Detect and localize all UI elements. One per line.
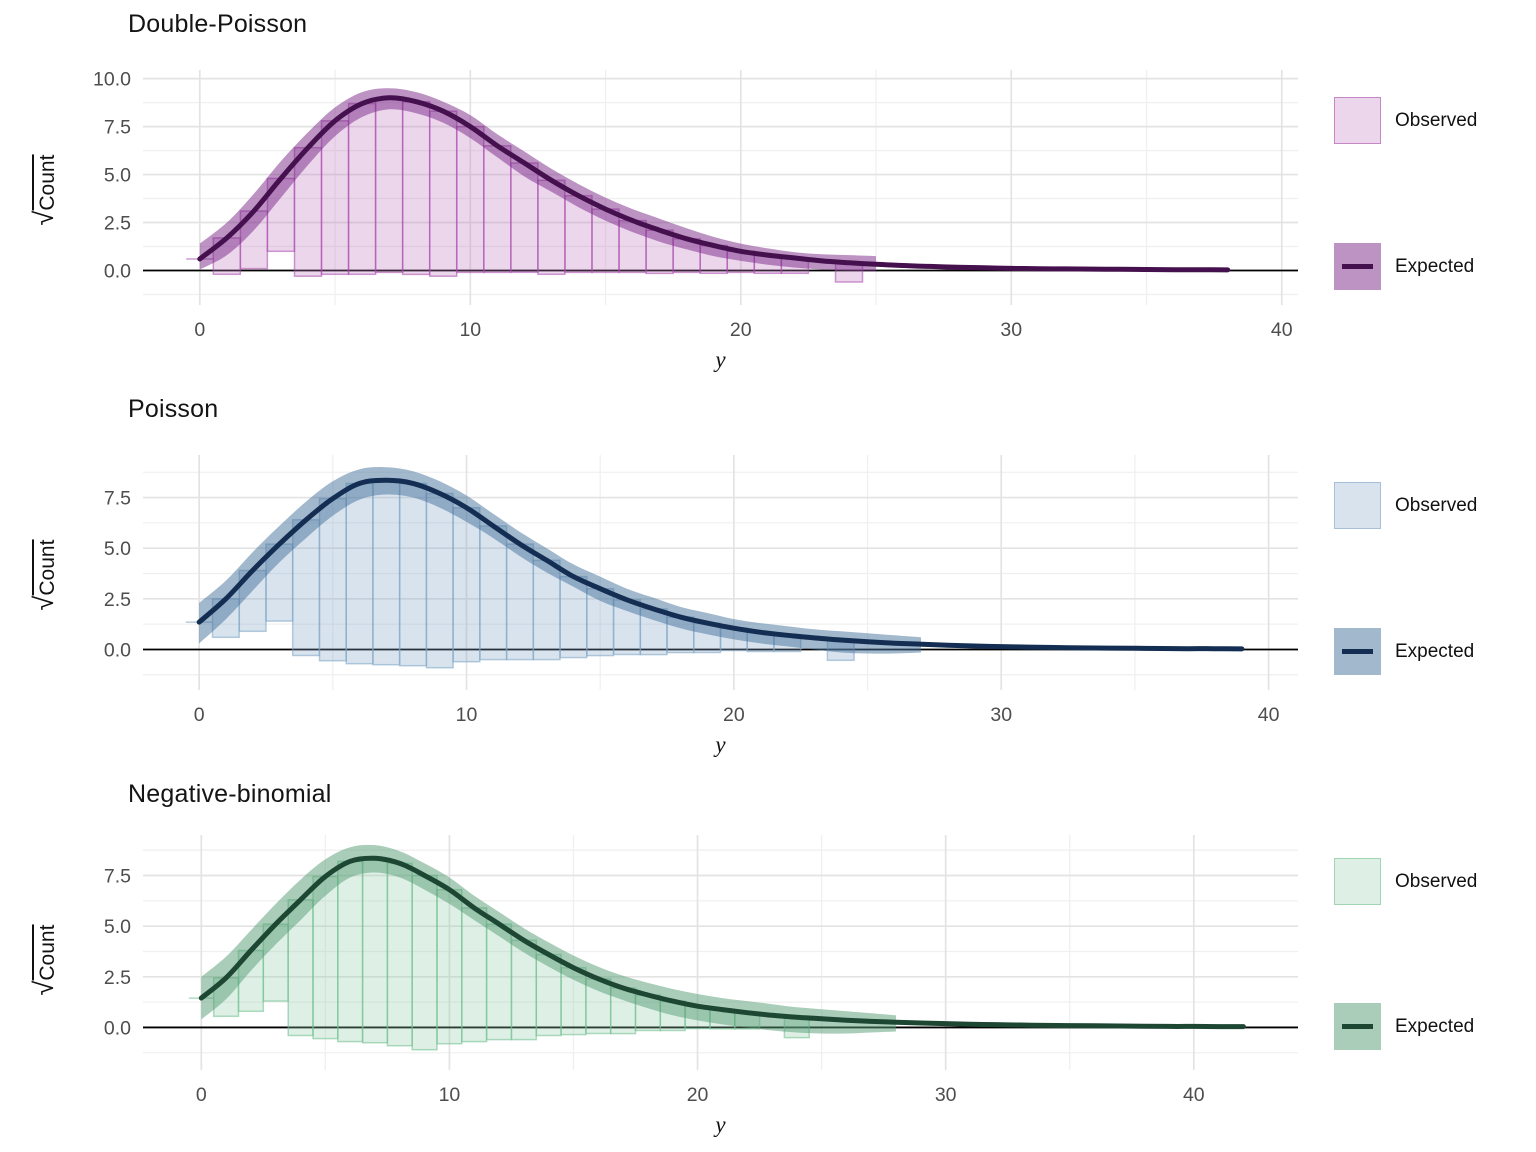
panel-double-poisson: Double-Poisson √ Count 0 10 20 30 40 0.0 2.5 5.0… <box>0 0 1536 385</box>
x-tick-label: 10 <box>456 704 478 726</box>
observed-bar <box>411 874 438 1051</box>
legend-expected-label: Expected <box>1395 640 1475 662</box>
observed-swatch <box>1334 482 1381 529</box>
y-axis-tick-labels: 0.0 2.5 5.0 7.5 <box>104 866 131 1040</box>
x-tick-label: 20 <box>687 1084 709 1106</box>
y-tick-label: 0.0 <box>104 260 131 282</box>
expected-line <box>198 855 1246 1030</box>
expected-ribbon <box>199 88 877 272</box>
y-tick-label: 7.5 <box>104 866 131 888</box>
y-axis-tick-labels: 0.0 2.5 5.0 7.5 <box>104 488 131 662</box>
expected-swatch <box>1334 1003 1381 1050</box>
observed-swatch <box>1334 97 1381 144</box>
panel-negative-binomial: Negative-binomial √ Count 0 10 20 30 40 0.0 2.5… <box>0 770 1536 1152</box>
y-tick-label: 2.5 <box>104 213 131 235</box>
observed-bar <box>452 506 481 663</box>
panel-title: Negative-binomial <box>128 780 332 808</box>
panel-title: Poisson <box>128 395 219 423</box>
legend-observed: Observed <box>1334 858 1477 905</box>
legend-expected-label: Expected <box>1395 255 1475 277</box>
observed-bar <box>361 857 389 1044</box>
y-tick-label: 0.0 <box>104 639 131 661</box>
y-axis-tick-labels: 0.0 2.5 5.0 7.5 10.0 <box>93 69 131 283</box>
y-tick-label: 7.5 <box>104 117 131 139</box>
y-tick-label: 5.0 <box>104 538 131 560</box>
x-tick-label: 30 <box>1000 319 1022 341</box>
x-axis-tick-labels: 0 10 20 30 40 <box>194 319 1292 341</box>
observed-bars <box>188 857 859 1051</box>
x-axis-title: y <box>713 347 726 372</box>
y-tick-label: 10.0 <box>93 69 131 91</box>
legend-expected: Expected <box>1334 243 1474 290</box>
observed-bar <box>456 125 485 274</box>
observed-bar <box>485 923 513 1041</box>
poisson-plot: 0 10 20 30 40 0.0 2.5 5.0 7.5 y <box>104 455 1298 757</box>
expected-swatch <box>1334 243 1381 290</box>
observed-bar <box>461 907 488 1043</box>
expected-swatch <box>1334 628 1381 675</box>
x-tick-label: 40 <box>1271 319 1293 341</box>
observed-bar <box>374 97 404 274</box>
y-tick-label: 0.0 <box>104 1017 131 1039</box>
observed-bar <box>312 875 339 1040</box>
legend-observed: Observed <box>1334 482 1477 529</box>
x-tick-label: 0 <box>194 704 205 726</box>
y-tick-label: 5.0 <box>104 916 131 938</box>
double-poisson-plot: 0 10 20 30 40 0.0 2.5 5.0 7.5 10.0 y <box>93 69 1298 372</box>
x-tick-label: 20 <box>723 704 745 726</box>
y-tick-label: 2.5 <box>104 967 131 989</box>
x-tick-label: 10 <box>459 319 481 341</box>
observed-swatch <box>1334 858 1381 905</box>
observed-bar <box>347 102 377 276</box>
observed-bar <box>479 525 508 661</box>
observed-bar <box>320 120 350 276</box>
observed-bar <box>372 479 401 666</box>
x-tick-label: 30 <box>935 1084 957 1106</box>
x-axis-title: y <box>713 732 726 757</box>
x-tick-label: 30 <box>990 704 1012 726</box>
expected-ribbon <box>199 467 922 654</box>
observed-bar <box>345 482 374 665</box>
legend-observed-label: Observed <box>1395 870 1478 892</box>
x-tick-label: 40 <box>1183 1084 1205 1106</box>
x-tick-label: 10 <box>439 1084 461 1106</box>
panel-poisson: Poisson √ Count 0 10 20 30 40 0.0 2.5 5.0 7.5 y Ob… <box>0 385 1536 770</box>
x-tick-label: 20 <box>730 319 752 341</box>
observed-bar <box>386 862 413 1047</box>
legend-observed-label: Observed <box>1395 494 1478 516</box>
grid-minor <box>143 835 1298 1070</box>
legend-observed: Observed <box>1334 97 1477 144</box>
legend-expected: Expected <box>1334 1003 1474 1050</box>
observed-bar <box>483 145 512 274</box>
legend-expected: Expected <box>1334 628 1474 675</box>
expected-ribbon <box>201 844 897 1034</box>
observed-bar <box>428 110 458 277</box>
legend-observed-label: Observed <box>1395 109 1478 131</box>
observed-bar <box>398 482 428 667</box>
legend-expected-label: Expected <box>1395 1015 1475 1037</box>
expected-line-key <box>1342 649 1373 654</box>
x-tick-label: 0 <box>194 319 205 341</box>
x-axis-title: y <box>713 1112 726 1137</box>
observed-bar <box>425 492 454 669</box>
x-axis-tick-labels: 0 10 20 30 40 <box>196 1084 1205 1106</box>
observed-bar <box>436 888 463 1045</box>
y-tick-label: 7.5 <box>104 488 131 510</box>
expected-line <box>197 95 1231 273</box>
negative-binomial-plot: 0 10 20 30 40 0.0 2.5 5.0 7.5 y <box>104 835 1298 1137</box>
observed-bar <box>337 860 364 1043</box>
expected-line-key <box>1342 1024 1373 1029</box>
expected-line-key <box>1342 264 1373 269</box>
expected-line <box>196 477 1245 652</box>
x-tick-label: 40 <box>1258 704 1280 726</box>
x-tick-label: 0 <box>196 1084 207 1106</box>
panel-title: Double-Poisson <box>128 10 308 38</box>
x-axis-tick-labels: 0 10 20 30 40 <box>194 704 1280 726</box>
y-tick-label: 5.0 <box>104 165 131 187</box>
observed-bar <box>401 100 431 276</box>
y-tick-label: 2.5 <box>104 589 131 611</box>
